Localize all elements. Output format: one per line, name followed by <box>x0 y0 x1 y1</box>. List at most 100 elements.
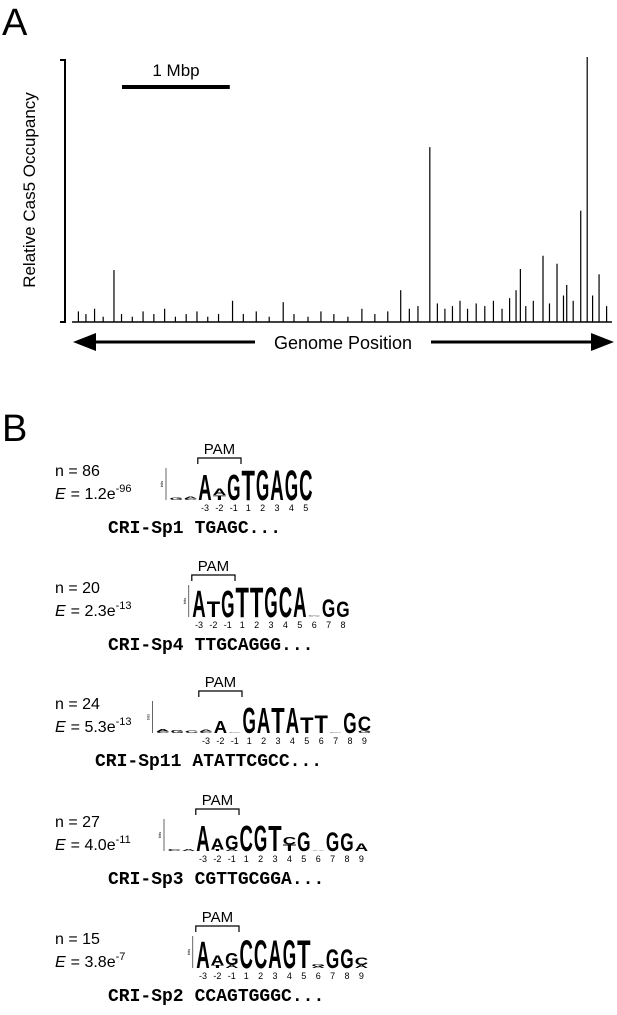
logo-letter: A <box>196 820 209 860</box>
position-label: 4 <box>287 854 292 864</box>
logo-letter: G <box>264 580 277 627</box>
motif-sequence: CCAGTGGGC... <box>195 987 325 1007</box>
logo-letter: G <box>308 615 321 616</box>
logo-letter: A <box>225 849 238 852</box>
logo-letter: A <box>156 729 169 733</box>
logo-letter: G <box>343 707 356 740</box>
position-label: 1 <box>244 854 249 864</box>
logo-letter: G <box>170 497 183 501</box>
position-label: 3 <box>274 503 279 513</box>
logo-letter: A <box>308 616 321 617</box>
x-axis-title: Genome Position <box>274 333 412 353</box>
pam-label: PAM <box>198 558 229 575</box>
logo-letter: G <box>171 729 184 734</box>
logo-letter: A <box>199 730 212 733</box>
n-label: n = 27 <box>55 814 100 831</box>
logo-letter: T <box>297 931 311 977</box>
logo-letter: T <box>213 495 226 502</box>
logo-letter: G <box>340 945 353 974</box>
e-exponent: -96 <box>116 483 132 495</box>
logo-letter: T <box>283 843 297 853</box>
logo-letter: G <box>254 820 267 860</box>
position-label: 7 <box>330 854 335 864</box>
pam-bracket <box>198 690 243 697</box>
e-value: E = 3.8e-7 <box>55 951 125 971</box>
e-value: E = 4.0e-11 <box>55 834 131 854</box>
logo-letter: A <box>184 497 197 500</box>
e-exponent: -7 <box>116 951 126 963</box>
logo-letter: C <box>240 931 253 977</box>
logo-letter: T <box>211 964 225 969</box>
position-label: 9 <box>359 854 364 864</box>
position-label: 6 <box>319 736 324 746</box>
bits-label: bits <box>159 481 164 487</box>
label-gap <box>255 330 431 354</box>
motif-name: CRI-Sp11 <box>95 752 182 772</box>
logo-letter: T <box>236 580 249 627</box>
logo-letter: G <box>297 828 310 857</box>
logo-letter: G <box>336 598 349 622</box>
e-mantissa: = 3.8e <box>71 954 116 971</box>
position-label: -2 <box>215 503 223 513</box>
position-label: -3 <box>199 854 207 864</box>
logo-letter: A <box>198 469 211 509</box>
position-label: 3 <box>272 854 277 864</box>
position-label: -3 <box>195 620 203 630</box>
logo-letter: C <box>240 820 253 860</box>
logo-letter: C <box>184 498 197 501</box>
e-exponent: -13 <box>116 716 132 728</box>
logo-letter: C <box>358 714 371 736</box>
position-label: 6 <box>312 620 317 630</box>
e-mantissa: = 4.0e <box>71 837 116 854</box>
bits-label: bits <box>157 832 162 838</box>
logo-letter: A <box>286 702 299 742</box>
position-label: 2 <box>260 503 265 513</box>
logo-letter: C <box>168 849 181 852</box>
logo-letter: T <box>211 849 225 852</box>
logo-letter: G <box>358 730 371 734</box>
logo-letter: G <box>283 931 296 977</box>
position-label: 7 <box>326 620 331 630</box>
logo-letter: C <box>185 730 198 734</box>
logo-letter: G <box>322 595 335 622</box>
logo-letter: C <box>279 580 292 627</box>
logo-letter: A <box>196 934 209 977</box>
position-label: 2 <box>258 971 263 981</box>
motif-name: CRI-Sp1 <box>108 519 184 539</box>
logo-letter: A <box>312 850 325 851</box>
logo-letter: G <box>312 964 325 968</box>
arrow-head <box>591 333 614 351</box>
position-label: 7 <box>333 736 338 746</box>
bits-label: bits <box>146 714 151 720</box>
arrow-head <box>73 333 96 351</box>
position-label: 3 <box>275 736 280 746</box>
position-label: 4 <box>289 503 294 513</box>
position-label: -1 <box>231 736 239 746</box>
e-exponent: -11 <box>116 834 131 846</box>
position-label: 1 <box>240 620 245 630</box>
logo-letter: T <box>250 580 263 627</box>
logo-letter: G <box>285 463 298 510</box>
e-symbol: E <box>55 837 66 854</box>
n-label: n = 86 <box>55 463 100 480</box>
position-label: 5 <box>304 736 309 746</box>
position-label: 9 <box>362 736 367 746</box>
motif-name: CRI-Sp4 <box>108 636 184 656</box>
logo-letter: C <box>355 955 369 967</box>
scale-bar-label: 1 Mbp <box>152 61 199 80</box>
position-label: 4 <box>290 736 295 746</box>
pam-label: PAM <box>202 792 233 809</box>
n-label: n = 15 <box>55 931 100 948</box>
position-label: 5 <box>301 854 306 864</box>
motif-sequence: CGTTGCGGA... <box>195 870 325 890</box>
pam-label: PAM <box>204 441 235 458</box>
y-axis-title: Relative Cas5 Occupancy <box>20 92 39 288</box>
position-label: 3 <box>268 620 273 630</box>
position-label: -3 <box>199 971 207 981</box>
logo-letter: A <box>211 953 224 968</box>
position-label: 6 <box>316 971 321 981</box>
position-label: 1 <box>244 971 249 981</box>
position-label: 6 <box>316 854 321 864</box>
